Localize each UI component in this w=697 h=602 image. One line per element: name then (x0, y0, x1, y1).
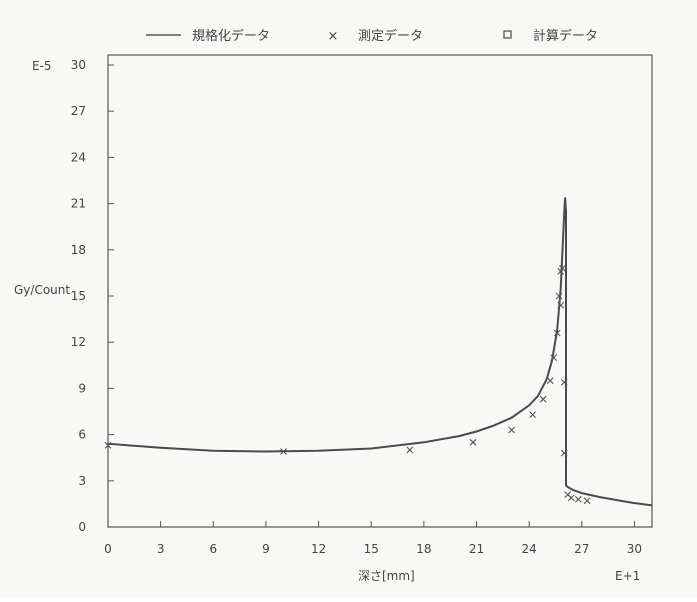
legend: 規格化データ × 測定データ 計算データ (146, 28, 598, 44)
measured-data-point (508, 426, 516, 434)
legend-label-measured: 測定データ (358, 28, 423, 44)
x-tick-label: 30 (627, 542, 642, 556)
y-tick-label: 30 (71, 58, 86, 72)
measured-data-point (550, 354, 558, 361)
measured-data-point (539, 395, 547, 403)
measured-data-point (557, 267, 565, 275)
y-tick-label: 3 (78, 474, 86, 488)
measured-data-point (546, 377, 554, 385)
y-tick-label: 21 (71, 197, 86, 211)
measured-data-point (469, 438, 477, 446)
measured-data-point (567, 494, 575, 502)
measured-data-point (406, 446, 414, 454)
normalized-data-line (107, 197, 653, 507)
y-axis-label: Gy/Count (14, 283, 70, 297)
x-ticks: 0 3 6 9 12 15 18 21 24 27 30 (104, 521, 642, 556)
plot-border (107, 54, 653, 528)
y-tick-label: 6 (78, 428, 86, 442)
x-tick-label: 21 (469, 542, 484, 556)
y-tick-label: 24 (71, 150, 86, 164)
x-axis-label: 深さ[mm] (358, 569, 415, 583)
x-tick-label: 24 (522, 542, 537, 556)
legend-label-normalized: 規格化データ (192, 28, 270, 44)
legend-label-calculated: 計算データ (533, 28, 598, 44)
measured-data-point (529, 411, 537, 418)
measured-data-point (560, 378, 568, 386)
x-tick-label: 0 (104, 542, 112, 556)
y-tick-label: 0 (78, 520, 86, 534)
y-tick-label: 12 (71, 335, 86, 349)
measured-data-point (553, 329, 561, 337)
measured-data-point (104, 441, 112, 449)
x-tick-label: 9 (262, 542, 270, 556)
x-tick-label: 12 (311, 542, 326, 556)
measured-data-point (560, 449, 568, 457)
x-tick-label: 6 (209, 542, 217, 556)
measured-data-point (559, 264, 566, 272)
measured-data-point (574, 495, 582, 503)
plot-frame (107, 54, 653, 528)
y-ticks: 0 3 6 9 12 15 18 21 24 27 30 (71, 58, 114, 534)
y-tick-label: 18 (71, 243, 86, 257)
measured-data-point (583, 497, 591, 505)
legend-square-marker (503, 30, 512, 39)
x-tick-label: 15 (364, 542, 379, 556)
measured-data-point (555, 292, 563, 300)
x-tick-label: 27 (574, 542, 589, 556)
y-scale-label: E-5 (32, 59, 52, 73)
legend-x-marker: × (328, 29, 339, 44)
measured-data-point (280, 448, 287, 455)
series-layer (104, 197, 653, 507)
measured-data-point (557, 301, 565, 309)
y-tick-label: 9 (78, 381, 86, 395)
y-tick-label: 15 (71, 289, 86, 303)
x-tick-label: 3 (157, 542, 165, 556)
y-tick-label: 27 (71, 104, 86, 118)
x-scale-label: E+1 (615, 569, 640, 583)
x-tick-label: 18 (416, 542, 431, 556)
